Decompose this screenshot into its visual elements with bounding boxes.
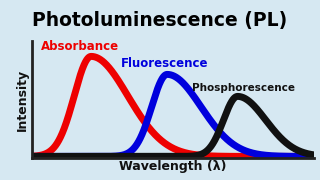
Text: Phosphorescence: Phosphorescence <box>192 83 295 93</box>
Text: Photoluminescence (PL): Photoluminescence (PL) <box>32 11 288 30</box>
X-axis label: Wavelength (λ): Wavelength (λ) <box>119 160 227 173</box>
Y-axis label: Intensity: Intensity <box>16 69 29 131</box>
Text: Fluorescence: Fluorescence <box>121 57 208 70</box>
Text: Absorbance: Absorbance <box>41 40 119 53</box>
